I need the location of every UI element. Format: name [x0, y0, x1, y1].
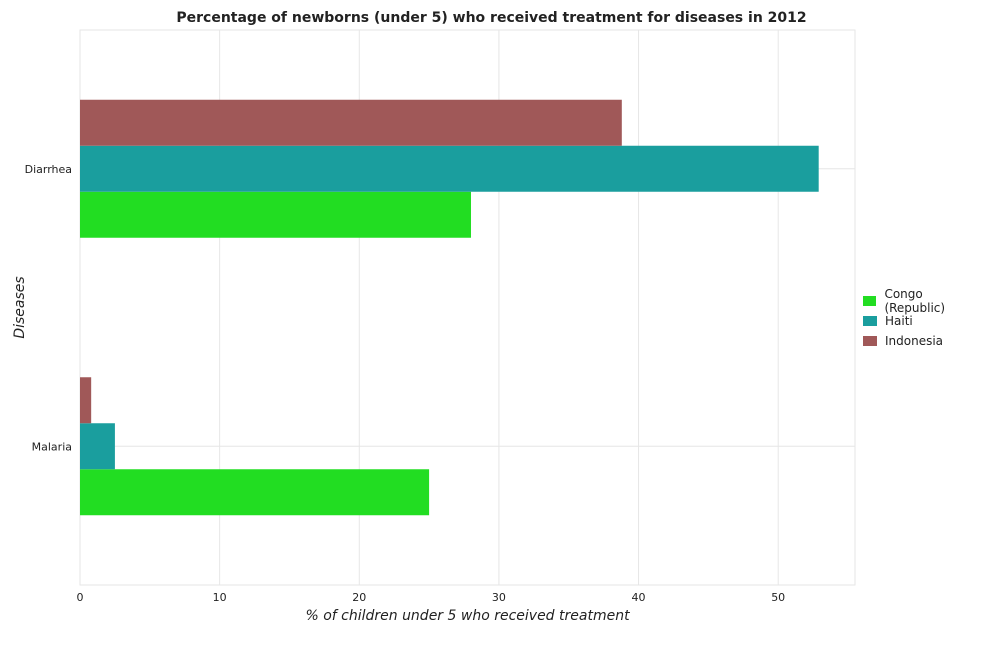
legend-swatch — [863, 316, 877, 326]
legend-item: Haiti — [863, 311, 983, 331]
legend-label: Haiti — [885, 314, 913, 328]
bar-malaria-haiti — [80, 423, 115, 470]
y-axis-label: Diseases — [12, 276, 28, 338]
x-tick-label: 10 — [213, 591, 227, 604]
x-axis-label: % of children under 5 who received treat… — [305, 608, 630, 624]
bar-malaria-congo-republic — [80, 469, 430, 516]
x-tick-label: 0 — [77, 591, 84, 604]
legend-swatch — [863, 296, 877, 306]
legend-label: Congo (Republic) — [884, 287, 946, 315]
legend-label: Indonesia — [885, 334, 944, 348]
y-tick-label: Malaria — [32, 440, 72, 453]
x-tick-label: 20 — [352, 591, 366, 604]
bar-diarrhea-haiti — [80, 145, 819, 192]
chart-title: Percentage of newborns (under 5) who rec… — [176, 10, 807, 26]
x-tick-label: 40 — [632, 591, 646, 604]
plot-border — [79, 29, 856, 586]
y-tick-label: Diarrhea — [25, 163, 72, 176]
bar-malaria-indonesia — [80, 377, 92, 424]
legend-swatch — [863, 336, 877, 346]
legend-item: Congo (Republic) — [863, 287, 983, 315]
bar-diarrhea-indonesia — [80, 99, 622, 146]
bar-diarrhea-congo-republic — [80, 191, 471, 238]
legend-item: Indonesia — [863, 331, 983, 351]
legend: Congo (Republic) Haiti Indonesia — [863, 287, 983, 351]
x-tick-label: 50 — [771, 591, 785, 604]
x-tick-label: 30 — [492, 591, 506, 604]
